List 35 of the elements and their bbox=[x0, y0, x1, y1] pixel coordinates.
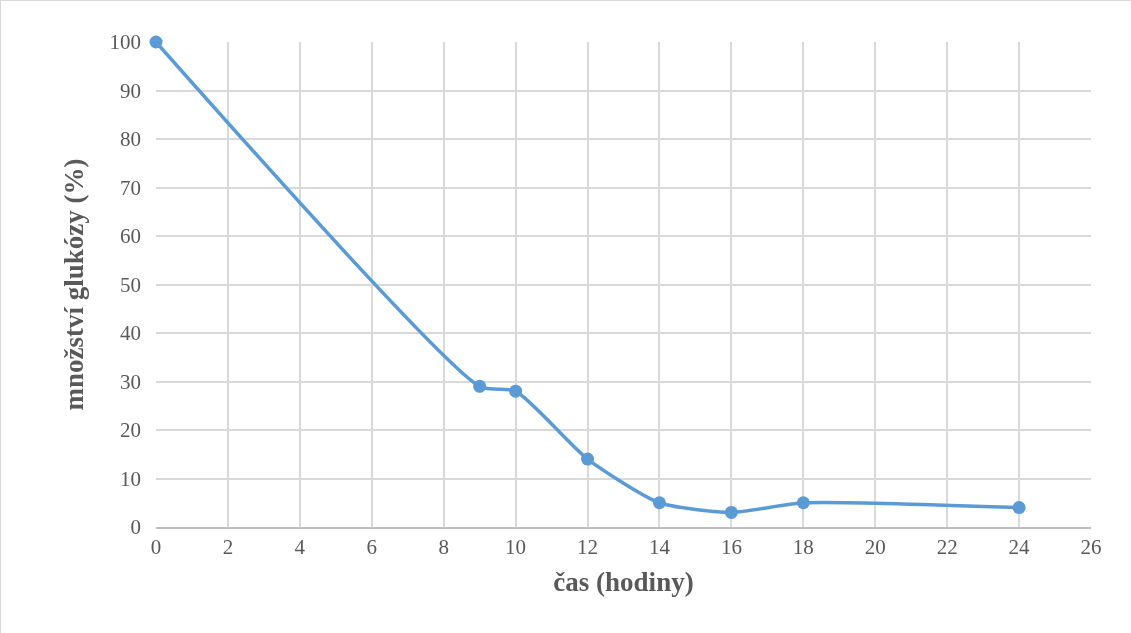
y-tick-label: 80 bbox=[120, 127, 141, 152]
x-tick-label: 20 bbox=[864, 534, 886, 559]
x-tick-label: 8 bbox=[438, 534, 449, 559]
y-tick-label: 20 bbox=[120, 418, 141, 443]
x-tick-label: 22 bbox=[936, 534, 958, 559]
y-tick-label: 30 bbox=[120, 369, 141, 394]
point bbox=[509, 384, 523, 398]
point bbox=[149, 35, 163, 49]
x-tick-label: 4 bbox=[294, 534, 306, 559]
x-tick-label: 18 bbox=[792, 534, 814, 559]
y-axis-title: množství glukózy (%) bbox=[58, 158, 89, 411]
x-tick-label: 0 bbox=[150, 534, 162, 559]
x-tick-label: 2 bbox=[222, 534, 234, 559]
y-tick-label: 90 bbox=[120, 78, 141, 103]
point bbox=[473, 379, 487, 393]
y-tick-label: 0 bbox=[130, 515, 141, 540]
y-tick-label: 10 bbox=[120, 466, 141, 491]
point bbox=[581, 452, 595, 466]
y-tick-label: 50 bbox=[120, 272, 141, 297]
x-tick-label: 10 bbox=[505, 534, 527, 559]
x-tick-label: 24 bbox=[1008, 534, 1031, 559]
x-tick-label: 14 bbox=[648, 534, 671, 559]
point bbox=[724, 505, 738, 519]
x-tick-label: 12 bbox=[577, 534, 599, 559]
x-tick-label: 6 bbox=[366, 534, 378, 559]
y-tick-label: 70 bbox=[120, 175, 141, 200]
x-axis-title: čas (hodiny) bbox=[553, 566, 694, 597]
point bbox=[796, 496, 810, 510]
y-tick-label: 60 bbox=[120, 224, 141, 249]
y-tick-label: 100 bbox=[109, 30, 141, 55]
x-tick-label: 16 bbox=[720, 534, 742, 559]
point bbox=[1012, 501, 1026, 515]
y-tick-label: 40 bbox=[120, 321, 141, 346]
point bbox=[652, 496, 666, 510]
x-tick-label: 26 bbox=[1080, 534, 1102, 559]
